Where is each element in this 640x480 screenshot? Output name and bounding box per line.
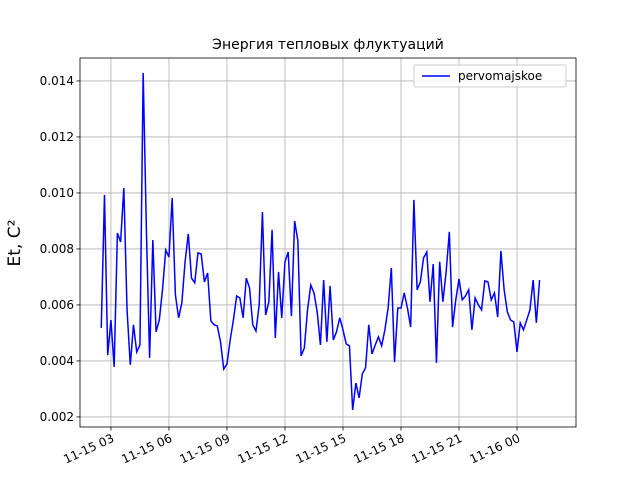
axes-frame <box>79 57 577 428</box>
data-line <box>100 72 541 411</box>
legend-box <box>413 64 567 88</box>
x-tick-label: 11-15 12 <box>235 431 290 466</box>
x-tick-label: 11-15 06 <box>119 431 174 466</box>
x-tick-label: 11-15 03 <box>61 431 116 466</box>
x-tick-label: 11-15 09 <box>177 431 232 466</box>
y-tick-label: 0.014 <box>40 74 74 88</box>
y-tick-label: 0.006 <box>40 298 74 312</box>
y-tick-label: 0.002 <box>40 410 74 424</box>
y-tick-label: 0.012 <box>40 130 74 144</box>
legend: pervomajskoe <box>413 64 567 88</box>
legend-label: pervomajskoe <box>458 69 542 83</box>
x-tick-label: 11-15 15 <box>293 431 348 466</box>
x-tick-label: 11-15 18 <box>351 431 406 466</box>
x-tick-label: 11-15 21 <box>409 431 464 466</box>
y-tick-label: 0.010 <box>40 186 74 200</box>
x-tick-label: 11-16 00 <box>467 431 522 466</box>
y-tick-label: 0.004 <box>40 354 74 368</box>
chart-title: Энергия тепловых флуктуаций <box>212 37 444 53</box>
y-tick-label: 0.008 <box>40 242 74 256</box>
y-axis-label: Et, C² <box>5 220 25 267</box>
